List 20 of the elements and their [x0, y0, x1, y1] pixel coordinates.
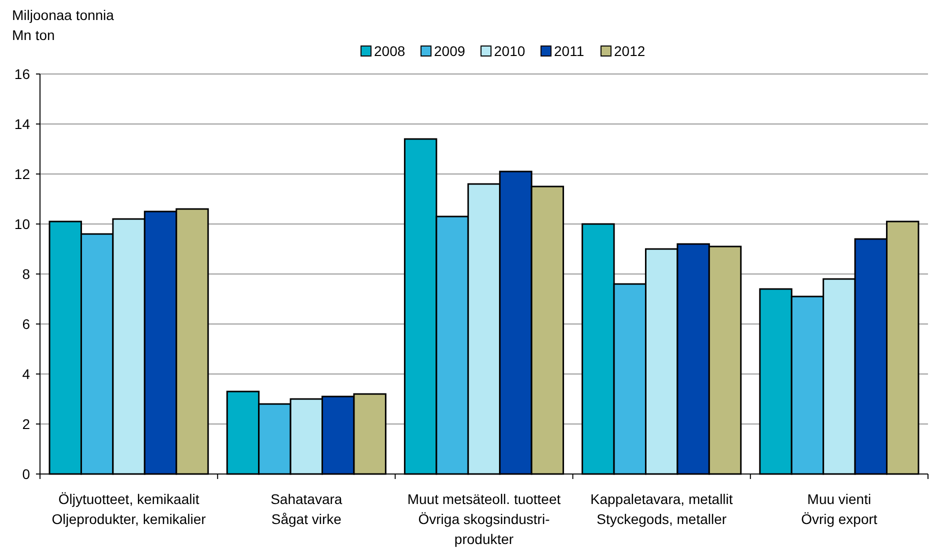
y-tick-label: 6: [22, 316, 30, 332]
x-tick-label: Kappaletavara, metallit Styckegods, metaller: [590, 491, 733, 527]
y-tick-label: 10: [14, 216, 30, 232]
y-tick-label: 0: [22, 466, 30, 482]
legend-label: 2011: [554, 43, 584, 59]
y-tick-label: 12: [14, 166, 30, 182]
x-tick-label: Muut metsäteoll. tuotteet Övriga skogsindustri- produkter: [407, 491, 561, 547]
legend-label: 2009: [434, 43, 466, 59]
y-tick-label: 8: [22, 266, 30, 282]
legend-label: 2010: [494, 43, 526, 59]
x-tick-label: Sahatavara Sågat virke: [270, 491, 342, 527]
x-tick-label: Öljytuotteet, kemikaalit Oljeprodukter, kemikalier: [52, 491, 206, 527]
y-tick-label: 4: [22, 366, 30, 382]
legend-label: 2008: [374, 43, 406, 59]
y-axis-title: Miljoonaa tonnia Mn ton: [12, 7, 114, 43]
y-tick-label: 2: [22, 416, 30, 432]
y-tick-label: 14: [14, 116, 30, 132]
y-tick-label: 16: [14, 66, 30, 82]
legend-label: 2012: [614, 43, 646, 59]
x-tick-label: Muu vienti Övrig export: [801, 491, 878, 527]
